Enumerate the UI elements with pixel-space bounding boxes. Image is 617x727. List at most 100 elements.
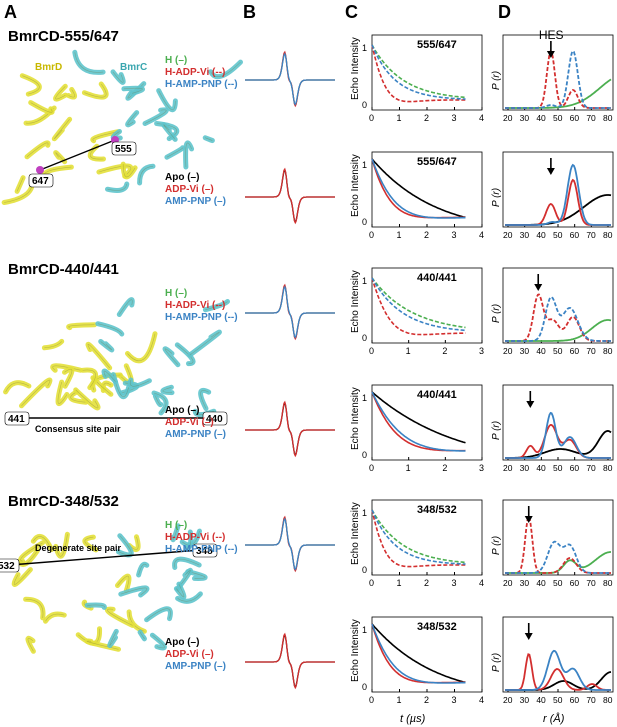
legend-bottom-item: AMP-PNP (–)	[165, 661, 226, 672]
bmrc-strand-edge	[164, 348, 179, 365]
c-xtick-label: 0	[369, 463, 374, 473]
bmrc-strand-edge	[205, 301, 228, 310]
bmrd-strand-edge	[20, 542, 43, 562]
bmrd-strand	[19, 73, 42, 97]
legend-bottom-item: ADP-Vi (–)	[165, 184, 214, 195]
c-decay-curve	[371, 158, 466, 219]
d-xtick-label: 50	[553, 113, 563, 123]
c-sample-label: 348/532	[417, 621, 457, 633]
bmrc-strand	[137, 629, 147, 642]
bmrd-strand-edge	[92, 131, 119, 141]
bmrc-strand	[202, 299, 230, 313]
bmrd-strand	[66, 87, 78, 100]
legend-bottom-item: ADP-Vi (–)	[165, 649, 214, 660]
d-xtick-label: 40	[536, 695, 546, 705]
bmrc-strand-edge	[176, 583, 185, 598]
d-xtick-label: 80	[603, 578, 613, 588]
d-xtick-label: 60	[570, 578, 580, 588]
d-xtick-label: 30	[520, 230, 530, 240]
d-ylabel: P (r)	[491, 536, 502, 555]
bmrc-strand-edge	[162, 387, 173, 393]
bmrd-strand-edge	[45, 613, 65, 622]
d-xtick-label: 30	[520, 695, 530, 705]
c-xtick-label: 4	[479, 695, 484, 705]
hes-label: HES	[539, 28, 564, 42]
d-axes	[502, 499, 614, 576]
bmrc-strand	[160, 384, 175, 396]
d-xtick-label: 80	[603, 695, 613, 705]
bmrd-strand-edge	[13, 569, 31, 585]
bmrd-strand-edge	[70, 391, 86, 403]
bmrd-strand	[53, 83, 68, 102]
bmrc-strand-edge	[109, 631, 117, 646]
bmrc-strand	[110, 69, 126, 85]
c-xtick-label: 1	[406, 346, 411, 356]
c-decay-curve	[371, 509, 466, 565]
d-xtick-label: 20	[503, 463, 513, 473]
d-axes	[502, 267, 614, 344]
bmrc-strand	[161, 122, 178, 142]
c-ytick-1: 1	[362, 393, 367, 403]
cw-trace	[245, 633, 335, 689]
bmrc-strand-edge	[87, 604, 105, 608]
bmrd-strand-edge	[84, 83, 107, 98]
bmrc-strand	[208, 59, 243, 80]
c-xtick-label: 2	[442, 463, 447, 473]
cw-trace	[245, 52, 335, 106]
bmrd-strand	[14, 175, 26, 194]
d-xtick-label: 80	[603, 463, 613, 473]
cw-trace	[245, 50, 335, 108]
bmrd-strand-edge	[33, 536, 52, 550]
d-distribution-amp	[505, 540, 611, 574]
site-b-label: 348	[196, 546, 213, 557]
bmrc-strand-edge	[120, 587, 148, 596]
c-xtick-label: 3	[479, 346, 484, 356]
bmrc-strand	[125, 110, 140, 128]
bmrd-strand	[73, 387, 101, 411]
bmrd-strand	[51, 116, 73, 142]
subunit-c-label: BmrC	[120, 62, 147, 73]
d-xtick-label: 60	[570, 230, 580, 240]
d-distribution-amp	[505, 163, 611, 226]
d-xtick-label: 70	[586, 578, 596, 588]
bmrc-strand-edge	[123, 87, 143, 94]
row-1: BmrCD-555/647 BmrD BmrC 647 555 H (–)H-ADP-Vi…	[1, 28, 614, 240]
bmrc-strand	[118, 585, 150, 598]
bmrc-strand	[136, 561, 150, 578]
cw-trace	[245, 517, 335, 571]
bmrd-strand-edge	[57, 382, 68, 404]
bmrc-strand-edge	[158, 90, 176, 111]
c-xtick-label: 1	[397, 230, 402, 240]
c-ytick-1: 1	[362, 43, 367, 53]
bmrd-strand	[90, 129, 121, 144]
d-xtick-label: 30	[520, 113, 530, 123]
c-xtick-label: 0	[369, 695, 374, 705]
legend-bottom-item: AMP-PNP (–)	[165, 196, 226, 207]
c-ylabel: Echo Intensity	[350, 387, 361, 450]
cw-trace	[245, 632, 335, 690]
legend-bottom-item: ADP-Vi (–)	[165, 417, 214, 428]
spin-distance-line	[39, 139, 116, 171]
bmrc-strand	[202, 135, 215, 144]
bmrc-strand	[173, 581, 187, 600]
bmrd-strand-edge	[98, 165, 131, 177]
bmrd-strand-edge	[27, 638, 34, 652]
bmrd-strand	[11, 567, 33, 587]
bmrd-strand	[30, 533, 54, 553]
cw-trace	[245, 400, 335, 458]
c-xlabel: t (µs)	[400, 713, 426, 725]
bmrc-strand-edge	[152, 634, 165, 649]
d-distribution-h	[505, 78, 612, 109]
bmrd-strand-edge	[54, 119, 70, 140]
bmrd-strand-edge	[16, 177, 24, 192]
c-decay-curve	[371, 509, 466, 564]
legend-top-item: H (–)	[165, 55, 187, 66]
bmrc-strand-edge	[185, 142, 192, 168]
bmrd-strand-edge	[44, 341, 62, 349]
c-xtick-label: 3	[452, 113, 457, 123]
bmrd-strand	[87, 143, 106, 162]
bmrc-strand-edge	[172, 525, 179, 540]
bmrc-strand	[116, 297, 135, 317]
